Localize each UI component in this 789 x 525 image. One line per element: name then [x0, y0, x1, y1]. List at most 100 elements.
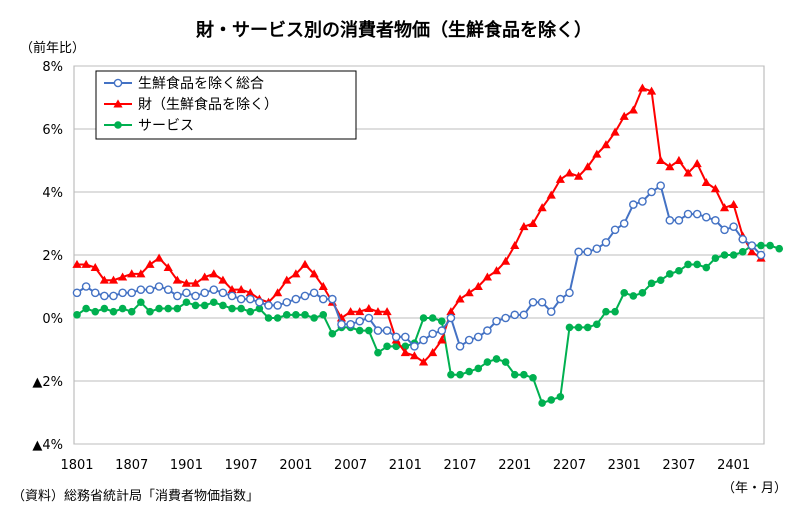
data-point-core [382, 326, 392, 335]
data-point-goods [747, 247, 757, 256]
data-point-core [355, 316, 365, 326]
data-point-core [346, 319, 355, 329]
data-point-goods [181, 278, 192, 287]
data-point-goods [127, 269, 137, 278]
data-point-core [255, 297, 264, 307]
data-point-goods [473, 281, 483, 290]
data-point-core [492, 316, 501, 326]
data-point-services [401, 342, 410, 351]
data-point-core [264, 301, 273, 310]
x-tick-label: 2207 [553, 458, 586, 473]
data-point-services [392, 342, 401, 351]
data-point-goods [90, 263, 100, 272]
x-axis-ticks: 1801 1807 1901 1907 2001 2007 2101 2107 2201 2207… [60, 458, 750, 473]
y-tick-label: 6% [42, 123, 63, 138]
data-point-core [464, 335, 474, 345]
y-tick-label: 2% [42, 249, 63, 264]
y-tick-label: ▲2% [32, 375, 63, 390]
data-point-core [163, 285, 173, 294]
data-point-services [766, 241, 774, 250]
x-tick-label: 2401 [717, 458, 750, 473]
data-point-core [364, 313, 374, 323]
data-point-goods [81, 259, 91, 268]
data-point-services [620, 289, 628, 297]
data-point-core [537, 297, 547, 307]
data-point-core [692, 209, 702, 219]
data-point-core [629, 200, 638, 209]
data-point-services [246, 307, 255, 316]
data-point-services [510, 370, 519, 379]
source-note: （資料）総務省統計局「消費者物価指数」 [12, 488, 259, 504]
data-point-core [173, 291, 182, 301]
data-point-services [310, 314, 318, 322]
data-point-core [81, 282, 91, 291]
data-point-goods [455, 294, 465, 303]
data-point-goods [309, 269, 319, 278]
data-point-services [702, 263, 711, 272]
data-point-services [365, 326, 373, 335]
data-point-services [602, 307, 610, 316]
series-services [73, 241, 784, 407]
data-point-goods [190, 278, 201, 287]
x-tick-label: 2307 [662, 458, 695, 473]
data-point-goods [227, 285, 237, 294]
series-core [72, 181, 766, 351]
data-point-services [91, 307, 100, 316]
data-point-core [483, 326, 492, 335]
data-point-goods [355, 307, 365, 316]
legend-marker [114, 121, 122, 129]
data-point-goods [574, 171, 584, 180]
data-point-core [683, 209, 693, 219]
data-point-goods [583, 162, 593, 171]
data-point-services [775, 244, 784, 253]
data-point-services [127, 307, 136, 316]
data-point-goods [592, 149, 602, 158]
data-point-core [556, 294, 565, 304]
data-point-goods [628, 105, 638, 114]
data-point-goods [364, 303, 374, 312]
data-point-core [300, 291, 310, 301]
data-point-services [328, 329, 337, 338]
x-tick-label: 1901 [170, 458, 203, 473]
data-point-services [638, 289, 647, 297]
data-point-core [446, 313, 456, 323]
data-point-services [656, 276, 665, 285]
data-point-services [720, 251, 729, 259]
data-point-core [145, 285, 155, 294]
x-tick-label: 1907 [225, 458, 258, 473]
data-point-goods [610, 127, 620, 136]
legend-marker [113, 78, 123, 88]
y-tick-label: 0% [42, 312, 63, 327]
data-point-core [328, 294, 337, 304]
data-point-core [337, 319, 346, 329]
data-point-goods [674, 155, 684, 164]
data-point-services [374, 348, 382, 357]
data-point-services [666, 270, 674, 278]
data-point-goods [555, 174, 565, 183]
data-point-goods [637, 83, 648, 92]
data-point-services [729, 251, 738, 259]
x-tick-label: 2007 [334, 458, 367, 473]
data-point-core [109, 291, 118, 301]
data-point-services [684, 260, 692, 269]
data-point-core [619, 219, 629, 228]
legend-marker [113, 99, 123, 108]
data-point-core [638, 197, 647, 206]
data-point-services [501, 358, 510, 366]
data-point-services [465, 367, 473, 376]
data-point-goods [646, 86, 657, 95]
data-point-goods [546, 190, 556, 199]
data-point-goods [218, 275, 228, 284]
data-point-core [118, 288, 127, 298]
data-point-services [228, 304, 236, 313]
data-point-goods [528, 218, 538, 227]
data-point-core [729, 222, 738, 231]
series-goods [72, 83, 766, 366]
data-point-services [447, 370, 455, 379]
data-point-services [82, 304, 90, 313]
data-point-services [146, 307, 154, 316]
data-point-services [73, 311, 81, 319]
data-point-goods [99, 275, 109, 284]
data-point-core [592, 244, 602, 253]
